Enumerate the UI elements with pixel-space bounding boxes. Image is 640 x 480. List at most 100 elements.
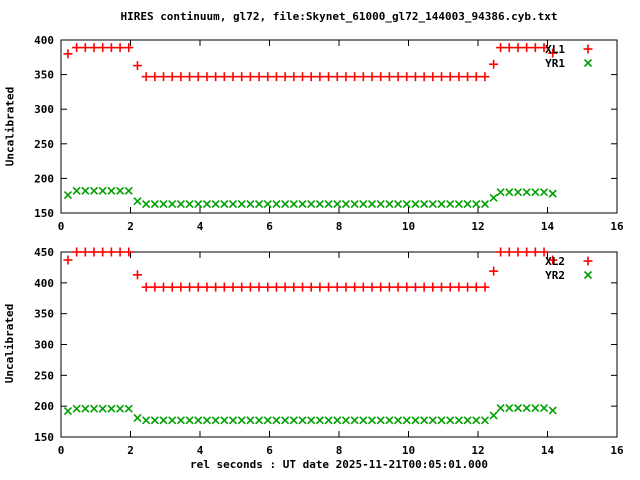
data-point bbox=[255, 199, 264, 209]
data-point bbox=[496, 43, 506, 53]
data-point bbox=[394, 199, 403, 209]
y-tick-label: 200 bbox=[34, 400, 54, 413]
data-point bbox=[202, 416, 212, 425]
data-point bbox=[428, 282, 438, 292]
data-point bbox=[159, 416, 168, 425]
data-point bbox=[428, 416, 437, 425]
data-point bbox=[480, 282, 490, 292]
data-point bbox=[385, 416, 394, 425]
data-point bbox=[454, 199, 463, 209]
data-point bbox=[324, 282, 334, 292]
y-tick-label: 200 bbox=[34, 172, 54, 185]
data-point bbox=[63, 190, 73, 200]
data-point bbox=[367, 72, 377, 82]
series-YR2 bbox=[63, 403, 557, 425]
data-point bbox=[548, 255, 558, 265]
data-point bbox=[489, 59, 499, 69]
data-point bbox=[298, 282, 308, 292]
data-point bbox=[376, 199, 385, 209]
y-tick-label: 450 bbox=[34, 246, 54, 259]
x-tick-label: 4 bbox=[197, 444, 204, 457]
data-point bbox=[167, 72, 177, 82]
data-point bbox=[358, 282, 368, 292]
data-point bbox=[80, 43, 90, 53]
data-point bbox=[63, 49, 73, 59]
data-point bbox=[254, 282, 264, 292]
data-point bbox=[245, 72, 255, 82]
data-point bbox=[489, 411, 498, 420]
data-point bbox=[402, 72, 412, 82]
data-point bbox=[367, 199, 377, 209]
data-point bbox=[263, 72, 273, 82]
data-point bbox=[280, 72, 290, 82]
y-axis-label-top: Uncalibrated bbox=[3, 86, 17, 167]
data-point bbox=[298, 416, 307, 425]
data-point bbox=[106, 247, 116, 257]
data-point bbox=[202, 72, 212, 82]
data-point bbox=[358, 72, 368, 82]
data-point bbox=[489, 193, 498, 202]
y-tick-label: 150 bbox=[34, 431, 54, 444]
data-point bbox=[307, 416, 316, 425]
data-point bbox=[393, 282, 403, 292]
data-point bbox=[219, 72, 229, 82]
data-point bbox=[522, 188, 531, 197]
data-point bbox=[513, 247, 523, 257]
x-tick-label: 14 bbox=[541, 444, 555, 457]
data-point bbox=[133, 197, 142, 206]
data-point bbox=[333, 199, 342, 209]
data-point bbox=[530, 43, 540, 53]
data-point bbox=[420, 416, 429, 425]
data-point bbox=[150, 72, 160, 82]
data-point bbox=[89, 186, 99, 195]
data-point bbox=[367, 416, 377, 425]
data-point bbox=[359, 416, 368, 425]
data-point bbox=[246, 199, 255, 209]
data-point bbox=[81, 186, 90, 195]
data-point bbox=[306, 282, 316, 292]
data-point bbox=[411, 416, 420, 425]
data-point bbox=[437, 282, 447, 292]
x-tick-label: 12 bbox=[471, 220, 484, 233]
y-tick-label: 300 bbox=[34, 103, 54, 116]
data-point bbox=[307, 199, 316, 209]
data-point bbox=[202, 199, 212, 209]
data-point bbox=[289, 282, 299, 292]
y-axis-label-bottom: Uncalibrated bbox=[3, 303, 16, 384]
data-point bbox=[185, 199, 194, 209]
x-tick-label: 2 bbox=[127, 220, 134, 233]
x-tick-label: 16 bbox=[610, 220, 624, 233]
data-point bbox=[341, 282, 351, 292]
data-point bbox=[255, 416, 264, 425]
data-point bbox=[211, 416, 220, 425]
data-point bbox=[80, 247, 90, 257]
y-tick-label: 250 bbox=[34, 369, 54, 382]
data-point bbox=[496, 188, 505, 197]
legend-label-YR2: YR2 bbox=[545, 269, 565, 282]
data-point bbox=[228, 199, 238, 209]
data-point bbox=[471, 282, 481, 292]
data-point bbox=[263, 416, 272, 425]
panel-border bbox=[60, 39, 618, 214]
data-point bbox=[402, 199, 411, 209]
x-tick-label: 6 bbox=[266, 220, 273, 233]
data-point bbox=[228, 72, 238, 82]
data-point bbox=[376, 72, 386, 82]
data-point bbox=[185, 416, 194, 425]
x-axis-label: rel seconds : UT date 2025-11-21T00:05:0… bbox=[189, 458, 488, 471]
data-point bbox=[194, 416, 203, 425]
data-point bbox=[72, 186, 81, 195]
data-point bbox=[142, 199, 151, 209]
data-point bbox=[167, 282, 177, 292]
legend-marker-YR1 bbox=[583, 58, 593, 68]
data-point bbox=[211, 72, 221, 82]
data-point bbox=[463, 416, 472, 425]
data-point bbox=[324, 199, 333, 209]
data-point bbox=[522, 43, 532, 53]
data-point bbox=[63, 407, 73, 416]
data-point bbox=[281, 199, 290, 209]
data-point bbox=[315, 199, 324, 209]
data-point bbox=[548, 189, 557, 198]
data-point bbox=[98, 404, 107, 413]
data-point bbox=[463, 282, 473, 292]
